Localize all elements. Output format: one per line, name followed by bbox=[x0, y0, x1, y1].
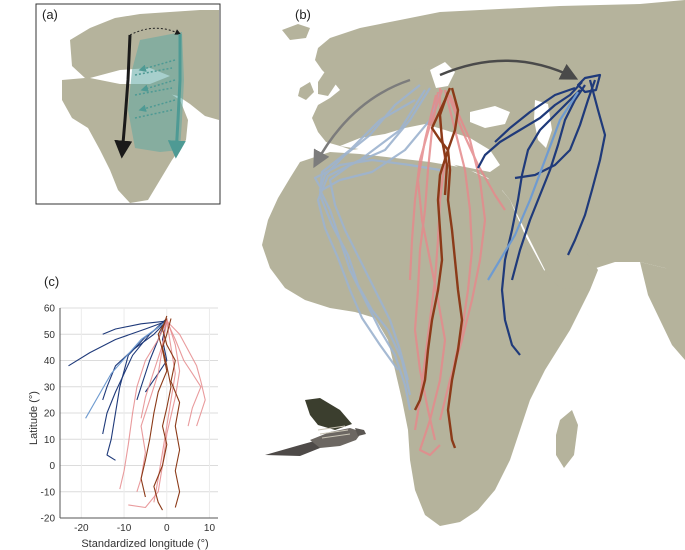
series-line-eastern-1 bbox=[102, 320, 168, 401]
series-line-central-16 bbox=[161, 315, 181, 508]
eastern-light-routes bbox=[487, 91, 579, 281]
y-tick-label: 40 bbox=[44, 356, 56, 367]
series-line-eastern-3 bbox=[106, 320, 168, 461]
chart-tick-labels: -20 -10 0 10 20 30 40 50 60 -20 -10 0 10 bbox=[41, 304, 216, 535]
y-tick-label: -20 bbox=[41, 514, 56, 525]
chart-axes bbox=[59, 308, 218, 519]
y-tick-label: 20 bbox=[44, 409, 56, 420]
y-tick-label: 60 bbox=[44, 304, 56, 315]
series-line-central-8 bbox=[166, 320, 202, 427]
chart-series-group bbox=[68, 315, 206, 511]
panel-a-dotted-arrow bbox=[129, 27, 182, 36]
y-tick-label: 10 bbox=[44, 435, 56, 446]
chart-gridlines bbox=[60, 307, 218, 519]
india-landmass bbox=[640, 262, 685, 360]
cuckoo-wing-upper bbox=[305, 398, 352, 430]
british-isles bbox=[318, 62, 340, 96]
series-line-central-17 bbox=[140, 318, 168, 498]
panel-a-label: (a) bbox=[42, 7, 58, 22]
mediterranean-sea bbox=[340, 124, 500, 172]
cuckoo-head bbox=[355, 428, 366, 436]
eastern-routes bbox=[477, 73, 607, 356]
cuckoo-illustration bbox=[265, 398, 366, 456]
y-tick-label: -10 bbox=[41, 487, 56, 498]
series-line-central-9 bbox=[166, 320, 206, 427]
black-sea bbox=[470, 106, 510, 128]
panel-b-map bbox=[262, 0, 685, 526]
y-tick-label: 0 bbox=[49, 461, 55, 472]
panel-c-label: (c) bbox=[44, 274, 59, 289]
x-tick-label: 10 bbox=[204, 523, 216, 534]
scandinavia-landmass bbox=[400, 12, 480, 70]
y-tick-label: 50 bbox=[44, 330, 56, 341]
central-highlight-routes bbox=[413, 87, 464, 449]
eastward-arrow bbox=[439, 59, 579, 80]
panel-c-chart: -20 -10 0 10 20 30 40 50 60 -20 -10 0 10 Standardize… bbox=[28, 304, 218, 550]
madagascar bbox=[556, 410, 578, 468]
series-line-eastern-6 bbox=[102, 320, 167, 335]
panel-a-dotted-crossings bbox=[134, 59, 176, 119]
series-line-central-15 bbox=[153, 318, 172, 511]
cuckoo-body bbox=[310, 428, 362, 448]
x-tick-label: 0 bbox=[164, 523, 170, 534]
series-line-central-11 bbox=[119, 320, 168, 490]
x-tick-label: -10 bbox=[117, 523, 132, 534]
panel-a-black-arrow bbox=[114, 34, 133, 159]
ireland bbox=[298, 82, 314, 100]
westward-arrow bbox=[313, 78, 411, 169]
series-line-central-14 bbox=[128, 318, 181, 509]
cuckoo-tail bbox=[265, 440, 320, 456]
western-routes bbox=[313, 84, 442, 411]
panel-a-inset bbox=[35, 3, 221, 205]
series-line-eastern-7 bbox=[85, 320, 168, 419]
y-tick-label: 30 bbox=[44, 382, 56, 393]
series-line-central-13 bbox=[140, 321, 168, 419]
iceland bbox=[282, 24, 310, 40]
y-axis-title: Latitude (°) bbox=[28, 391, 40, 445]
panel-b-label: (b) bbox=[295, 7, 311, 22]
panel-a-teal-arrow bbox=[167, 34, 186, 159]
cuckoo-wing-stripes bbox=[317, 425, 351, 439]
x-tick-label: -20 bbox=[74, 523, 89, 534]
series-line-eastern-0 bbox=[68, 320, 167, 367]
x-axis-title: Standardized longitude (°) bbox=[81, 538, 208, 550]
